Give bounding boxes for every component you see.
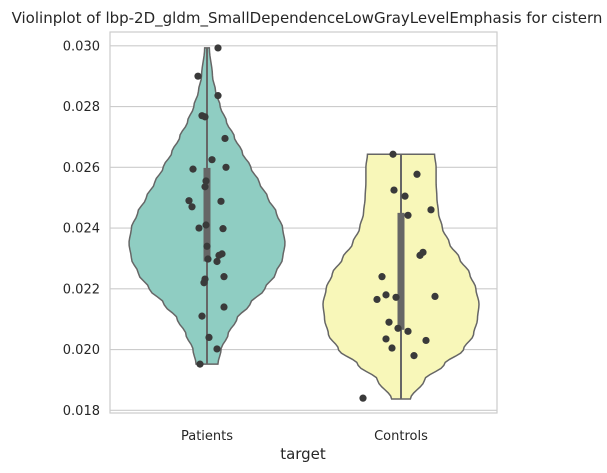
data-point [217, 197, 225, 205]
plot-frame [109, 31, 498, 414]
data-point [389, 150, 397, 158]
data-point [410, 352, 418, 360]
data-point [392, 293, 400, 301]
data-point [394, 324, 402, 332]
data-point [422, 336, 430, 345]
y-tick-label: 0.030 [63, 39, 100, 54]
data-point [378, 273, 386, 281]
violin-layer [128, 47, 480, 400]
data-point [208, 156, 216, 164]
data-point [221, 134, 229, 143]
data-point [220, 303, 228, 311]
data-point [185, 197, 193, 205]
data-point [201, 113, 209, 121]
data-point [201, 183, 209, 191]
data-point [214, 44, 222, 52]
data-point [202, 177, 210, 185]
data-point [401, 192, 409, 200]
data-point [204, 255, 212, 263]
data-point [388, 344, 396, 352]
data-point [382, 335, 390, 343]
data-point [359, 394, 367, 402]
data-point [431, 292, 439, 300]
data-point [385, 318, 393, 326]
data-point [416, 251, 424, 259]
x-tick-label: Controls [374, 429, 428, 444]
data-point [214, 92, 222, 100]
points-layer [185, 44, 439, 402]
data-point [213, 257, 221, 266]
data-point [215, 251, 223, 259]
iqr-box-patients [203, 167, 211, 262]
y-tick-label: 0.018 [63, 404, 100, 419]
data-point [194, 72, 202, 80]
data-point [196, 360, 204, 368]
data-point [220, 273, 228, 281]
data-point [413, 170, 421, 178]
data-point [390, 186, 398, 194]
y-tick-label: 0.028 [63, 100, 100, 115]
data-point [213, 345, 221, 353]
x-tick-label: Patients [181, 429, 233, 444]
y-axis-ticks: 0.018 0.020 0.022 0.024 0.026 0.028 0.030 [63, 39, 100, 419]
data-point [382, 291, 390, 299]
y-tick-label: 0.026 [63, 161, 100, 176]
data-point [373, 295, 381, 304]
data-point [202, 221, 210, 229]
chart-title: Violinplot of lbp-2D_gldm_SmallDependenc… [12, 9, 603, 28]
data-point [427, 206, 435, 214]
iqr-box-controls [397, 212, 405, 330]
data-point [189, 165, 197, 173]
data-point [404, 211, 412, 219]
y-tick-label: 0.024 [63, 222, 100, 237]
data-point [222, 163, 230, 171]
data-point [198, 312, 206, 320]
x-axis-ticks: Patients Controls [181, 429, 428, 444]
data-point [404, 327, 412, 335]
y-tick-label: 0.020 [63, 343, 100, 358]
data-point [188, 203, 196, 211]
x-axis-label: target [280, 445, 326, 463]
data-point [195, 224, 203, 232]
data-point [219, 225, 227, 233]
data-point [205, 333, 213, 341]
data-point [203, 242, 211, 250]
y-tick-label: 0.022 [63, 282, 100, 297]
data-point [200, 279, 208, 287]
